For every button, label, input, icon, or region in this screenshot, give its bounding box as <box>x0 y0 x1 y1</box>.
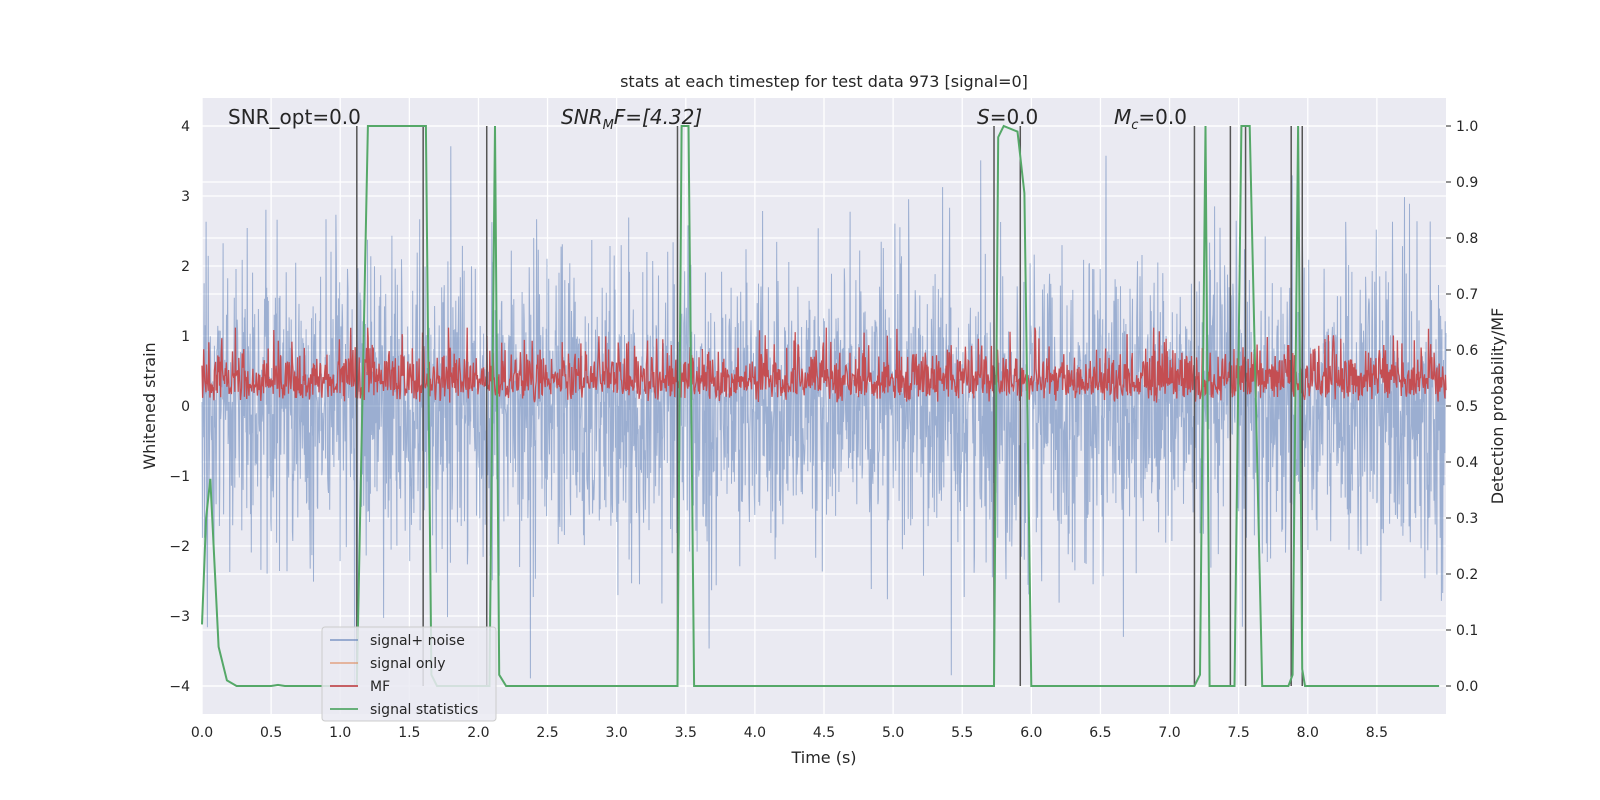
vertical-markers <box>356 126 1303 686</box>
x-tick-label: 4.5 <box>813 725 835 741</box>
y-axis-ticks: −4 −3 −2 −1 0 1 2 3 4 <box>169 119 190 695</box>
y-tick-label: 2 <box>181 259 190 275</box>
legend-label-mf: MF <box>370 679 390 695</box>
annotation-snr-mf-main: SNR <box>561 105 603 129</box>
legend-label-signal-only: signal only <box>370 656 445 672</box>
x-tick-label: 5.0 <box>882 725 904 741</box>
x-tick-label: 7.5 <box>1228 725 1250 741</box>
x-tick-label: 1.0 <box>329 725 351 741</box>
x-tick-label: 0.0 <box>191 725 213 741</box>
y-tick-label: 4 <box>181 119 190 135</box>
chart-title: stats at each timestep for test data 973… <box>620 72 1028 91</box>
y-right-tick-label: 0.1 <box>1456 623 1478 639</box>
y-right-tick-label: 1.0 <box>1456 119 1478 135</box>
x-tick-label: 5.5 <box>951 725 973 741</box>
y-tick-label: −3 <box>169 609 190 625</box>
y-right-tick-label: 0.6 <box>1456 343 1478 359</box>
x-tick-label: 6.5 <box>1089 725 1111 741</box>
x-tick-label: 6.0 <box>1020 725 1042 741</box>
annotation-mc-sub: c <box>1131 118 1138 133</box>
x-tick-label: 8.5 <box>1366 725 1388 741</box>
legend-box <box>321 626 497 722</box>
y-right-tick-label: 0.5 <box>1456 399 1478 415</box>
x-tick-label: 2.0 <box>467 725 489 741</box>
x-tick-label: 2.5 <box>536 725 558 741</box>
x-tick-label: 7.0 <box>1158 725 1180 741</box>
annotation-mc-main: M <box>1114 105 1131 129</box>
annotation-s-rest: =0.0 <box>990 105 1039 129</box>
y-right-tick-label: 0.7 <box>1456 287 1478 303</box>
y-tick-label: 3 <box>181 189 190 205</box>
x-tick-label: 4.0 <box>744 725 766 741</box>
y-tick-label: 1 <box>181 329 190 345</box>
y-axis-right-label: Detection probability/MF <box>1488 308 1507 505</box>
y-axis-label: Whitened strain <box>140 342 159 469</box>
y-tick-label: 0 <box>181 399 190 415</box>
signal-noise-line <box>201 146 1447 687</box>
x-tick-label: 3.0 <box>606 725 628 741</box>
x-tick-label: 1.5 <box>398 725 420 741</box>
legend-label-signal-noise: signal+ noise <box>370 633 465 649</box>
annotation-snr-mf: SNRMF=[4.32] <box>561 105 702 133</box>
legend: signal+ noise signal only MF signal stat… <box>321 626 497 722</box>
y-axis-right-ticks: 0.0 0.1 0.2 0.3 0.4 0.5 0.6 0.7 0.8 0.9 1.0 <box>1446 119 1478 695</box>
y-tick-label: −4 <box>169 679 190 695</box>
annotation-mc-rest: =0.0 <box>1138 105 1187 129</box>
y-tick-label: −2 <box>169 539 190 555</box>
annotation-snr-mf-sub: M <box>603 118 614 133</box>
x-tick-label: 3.5 <box>675 725 697 741</box>
x-tick-label: 0.5 <box>260 725 282 741</box>
annotation-snr-opt: SNR_opt=0.0 <box>228 105 361 129</box>
annotation-s-italic: S <box>977 105 990 129</box>
y-right-tick-label: 0.8 <box>1456 231 1478 247</box>
y-right-tick-label: 0.3 <box>1456 511 1478 527</box>
signal-noise-series <box>201 146 1447 687</box>
y-right-tick-label: 0.2 <box>1456 567 1478 583</box>
y-right-tick-label: 0.9 <box>1456 175 1478 191</box>
x-tick-label: 8.0 <box>1297 725 1319 741</box>
y-right-tick-label: 0.0 <box>1456 679 1478 695</box>
y-right-tick-label: 0.4 <box>1456 455 1478 471</box>
annotation-mc: Mc=0.0 <box>1114 105 1187 133</box>
y-tick-label: −1 <box>169 469 190 485</box>
x-axis-ticks: 0.0 0.5 1.0 1.5 2.0 2.5 3.0 3.5 4.0 4.5 5.0 5.5 6.0 6… <box>191 725 1388 741</box>
annotation-s: S=0.0 <box>977 105 1038 129</box>
legend-label-signal-statistics: signal statistics <box>370 702 478 718</box>
annotation-snr-mf-rest: F=[4.32] <box>614 105 702 129</box>
x-axis-label: Time (s) <box>790 748 856 767</box>
